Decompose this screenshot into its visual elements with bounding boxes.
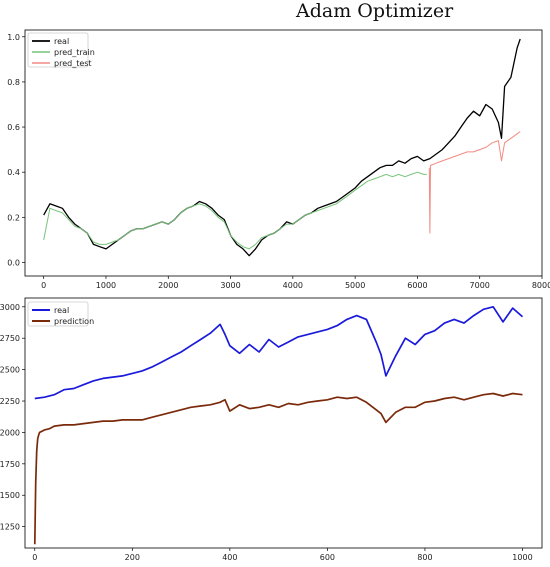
y-tick-label: 1250 xyxy=(0,523,20,532)
y-tick-label: 2750 xyxy=(0,334,20,343)
legend: real prediction xyxy=(27,301,94,327)
series-line-pred-train xyxy=(43,171,427,250)
x-tick-label: 0 xyxy=(41,281,46,290)
x-tick-label: 800 xyxy=(417,553,432,562)
y-tick-label: 1.0 xyxy=(7,33,20,42)
series-line-real xyxy=(34,305,524,400)
legend-label: prediction xyxy=(54,317,94,326)
x-tick-label: 5000 xyxy=(345,281,365,290)
top-chart: 0 1000 2000 3000 4000 5000 6000 7000 8000 0.0 0.2 0… xyxy=(7,29,550,290)
y-tick-label: 3000 xyxy=(0,303,20,312)
series-line-prediction xyxy=(33,392,523,545)
y-tick-label: 2500 xyxy=(0,366,20,375)
x-tick-label: 3000 xyxy=(220,281,240,290)
series-line-pred-test xyxy=(428,131,521,234)
bottom-chart: 0 200 400 600 800 1000 1250 1500 1750 2000 2250 250… xyxy=(0,297,543,562)
x-tick-label: 8000 xyxy=(532,281,550,290)
y-tick-label: 1750 xyxy=(0,460,20,469)
x-tick-label: 4000 xyxy=(283,281,303,290)
y-tick-label: 0.2 xyxy=(7,213,20,222)
y-tick-label: 1500 xyxy=(0,491,20,500)
x-tick-label: 1000 xyxy=(96,281,116,290)
x-tick-label: 7000 xyxy=(470,281,490,290)
y-tick-label: 0.6 xyxy=(7,123,20,132)
x-tick-label: 6000 xyxy=(407,281,427,290)
x-tick-label: 600 xyxy=(320,553,335,562)
legend: real pred_train pred_test xyxy=(27,32,95,68)
series-line-real xyxy=(43,38,521,257)
y-tick-label: 0.4 xyxy=(7,168,20,177)
figure-title: Adam Optimizer xyxy=(296,0,454,22)
x-tick-label: 200 xyxy=(125,553,140,562)
plot-frame xyxy=(24,29,543,277)
legend-label: pred_train xyxy=(54,48,95,57)
x-tick-label: 400 xyxy=(222,553,237,562)
legend-label: real xyxy=(54,306,69,315)
legend-label: pred_test xyxy=(54,59,92,68)
x-tick-label: 2000 xyxy=(158,281,178,290)
x-tick-label: 0 xyxy=(32,553,37,562)
y-tick-label: 2250 xyxy=(0,397,20,406)
y-tick-label: 2000 xyxy=(0,428,20,437)
x-tick-label: 1000 xyxy=(512,553,532,562)
y-tick-label: 0.0 xyxy=(7,258,20,267)
y-tick-label: 0.8 xyxy=(7,78,20,87)
plot-frame xyxy=(24,297,543,549)
legend-label: real xyxy=(54,37,69,46)
